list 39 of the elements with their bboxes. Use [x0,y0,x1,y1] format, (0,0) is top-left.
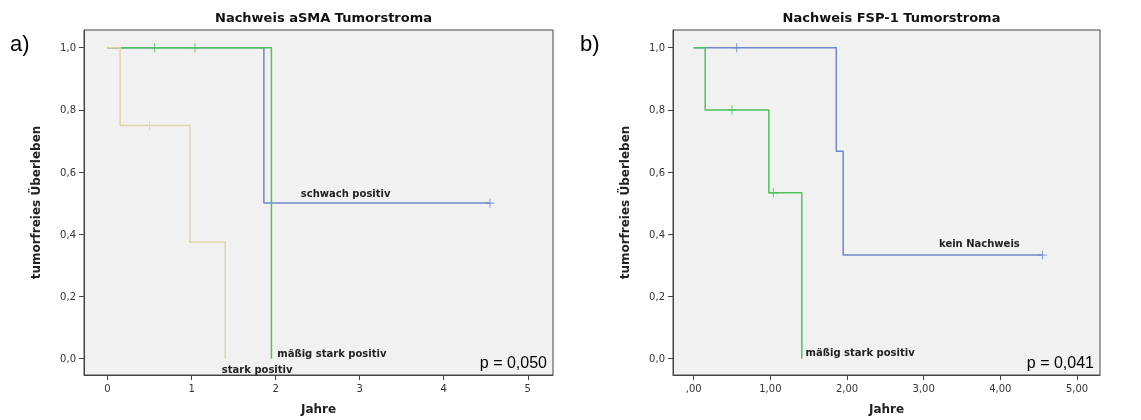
x-tick-label: 1,00 [759,382,782,394]
series-label: mäßig stark positiv [805,346,916,358]
x-tick-label: 4,00 [989,382,1012,394]
y-tick-label: 0,8 [649,104,665,116]
x-tick-label: 0 [104,382,111,394]
x-tick-label: 2 [272,382,279,394]
text: a) [10,30,30,56]
x-tick-label: ,00 [685,382,702,394]
annotation: p = 0,041 [1026,353,1095,371]
x-tick-label: 4 [440,382,447,394]
y-tick-label: 0,0 [649,353,665,365]
y-tick-label: 0,6 [649,166,665,178]
y-tick-label: 0,2 [60,290,76,302]
series-label: schwach positiv [300,188,391,200]
series-label: stark positiv [221,363,293,375]
series-label: kein Nachweis [939,238,1020,250]
y-tick-label: 1,0 [649,42,665,54]
x-axis-title: Jahre [299,402,337,416]
annotation: p = 0,050 [479,353,548,371]
x-tick-label: 3 [356,382,363,394]
y-tick-label: 0,4 [60,228,76,240]
y-tick-label: 1,0 [60,42,76,54]
chart-title: Nachweis FSP-1 Tumorstroma [782,10,1001,25]
x-tick-label: 5,00 [1065,382,1089,394]
x-axis-title: Jahre [867,402,905,416]
y-tick-label: 0,6 [60,166,76,178]
y-axis-title: tumorfreies Überleben [617,125,632,280]
y-tick-label: 0,8 [60,104,76,116]
y-axis-title: tumorfreies Überleben [28,125,43,280]
x-tick-label: 3,00 [912,382,935,394]
y-tick-label: 0,4 [649,228,665,240]
chart-title: Nachweis aSMA Tumorstroma [214,10,433,25]
y-tick-label: 0,2 [649,290,665,302]
x-tick-label: 1 [188,382,195,394]
y-tick-label: 0,0 [60,353,76,365]
x-tick-label: 5 [524,382,531,394]
text: b) [580,30,600,56]
x-tick-label: 2,00 [835,382,859,394]
series-label: mäßig stark positiv [277,348,387,360]
